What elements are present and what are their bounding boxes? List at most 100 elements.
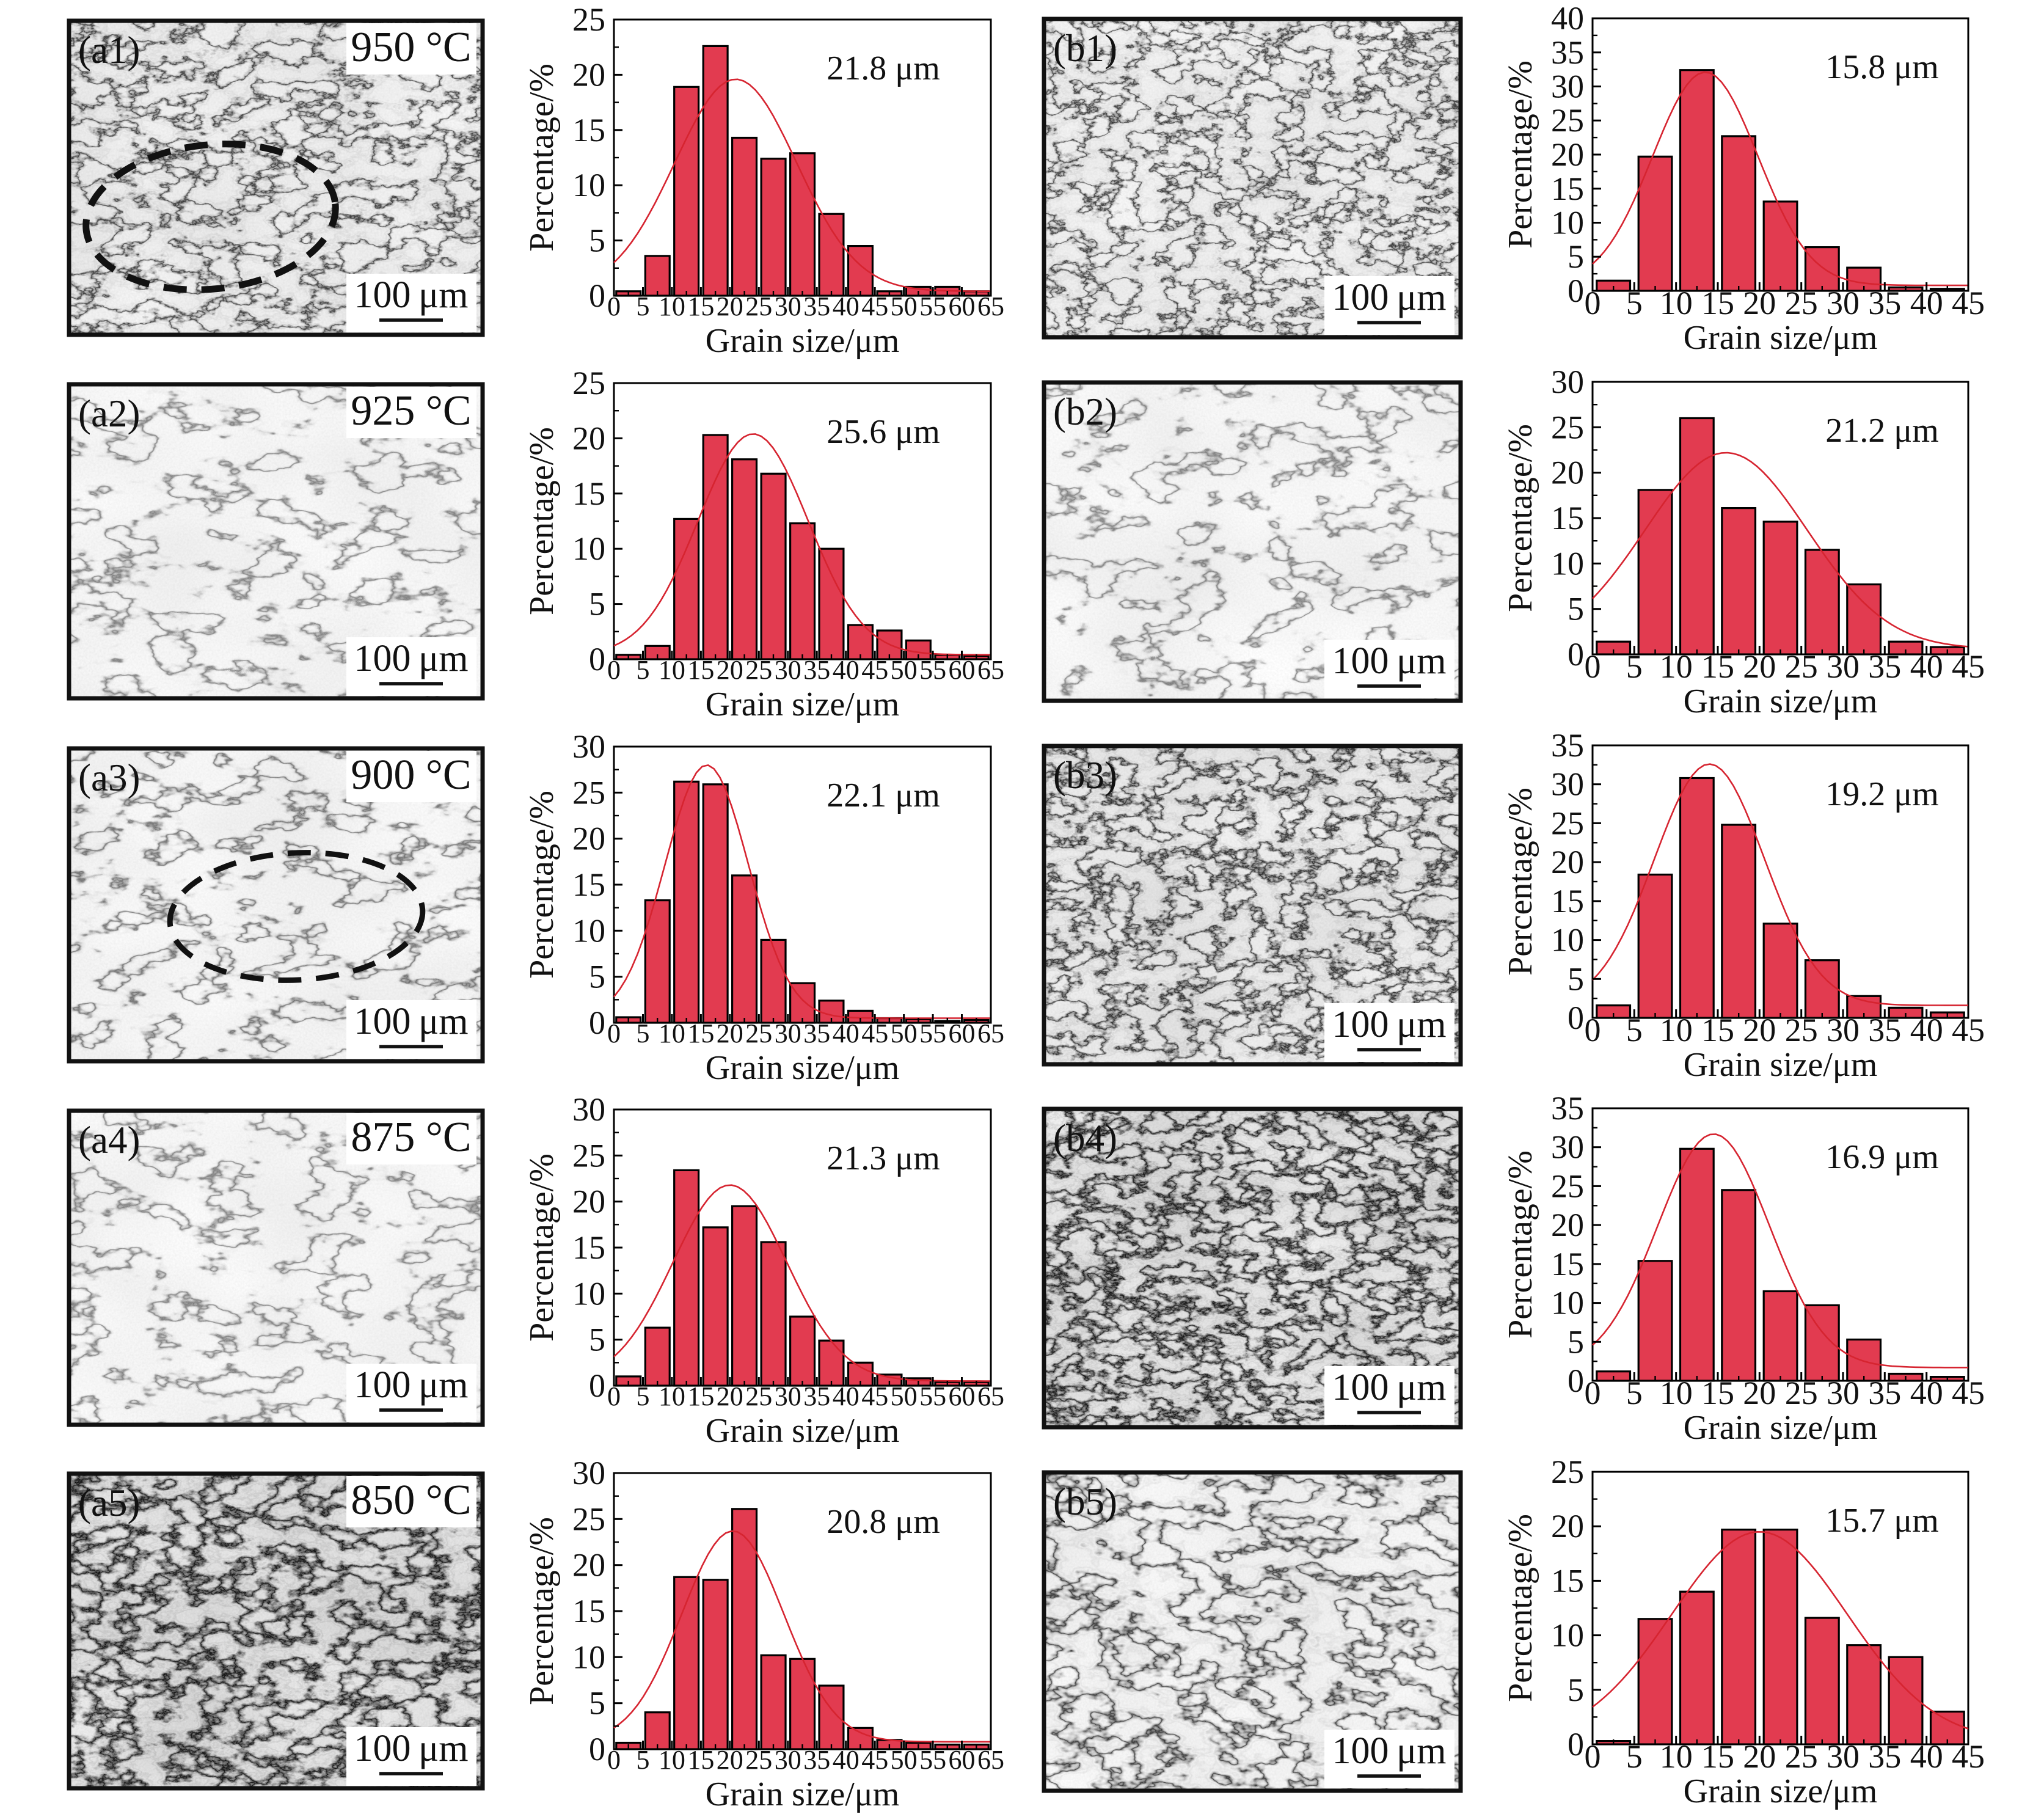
svg-text:10: 10 xyxy=(1660,285,1693,321)
svg-text:Grain size/μm: Grain size/μm xyxy=(706,1049,900,1087)
svg-text:40: 40 xyxy=(833,655,860,685)
svg-text:0: 0 xyxy=(1568,636,1584,673)
svg-text:15: 15 xyxy=(1701,648,1734,685)
svg-text:40: 40 xyxy=(833,1018,860,1048)
svg-text:40: 40 xyxy=(1910,1738,1943,1775)
svg-text:35: 35 xyxy=(803,1381,830,1411)
svg-text:50: 50 xyxy=(891,1381,918,1411)
svg-text:10: 10 xyxy=(1660,1738,1693,1775)
svg-text:10: 10 xyxy=(572,912,605,949)
svg-text:100 μm: 100 μm xyxy=(1332,1004,1447,1045)
svg-text:10: 10 xyxy=(572,167,605,203)
svg-text:55: 55 xyxy=(919,1745,946,1775)
svg-text:20: 20 xyxy=(1551,1207,1584,1243)
svg-text:15: 15 xyxy=(1701,1012,1734,1048)
svg-text:5: 5 xyxy=(1568,1672,1584,1708)
svg-text:25: 25 xyxy=(1785,285,1818,321)
svg-text:65: 65 xyxy=(977,655,1004,685)
svg-text:25.6 μm: 25.6 μm xyxy=(827,413,940,451)
svg-text:5: 5 xyxy=(1568,1323,1584,1360)
svg-text:60: 60 xyxy=(949,1381,976,1411)
svg-text:Grain size/μm: Grain size/μm xyxy=(1684,1046,1878,1084)
svg-text:10: 10 xyxy=(572,1639,605,1675)
svg-text:925 °C: 925 °C xyxy=(351,387,471,434)
svg-text:30: 30 xyxy=(572,1455,605,1491)
svg-text:22.1 μm: 22.1 μm xyxy=(827,777,940,814)
svg-text:40: 40 xyxy=(1551,0,1584,37)
svg-text:20: 20 xyxy=(717,655,743,685)
svg-text:Grain size/μm: Grain size/μm xyxy=(706,1775,900,1813)
svg-text:5: 5 xyxy=(1626,648,1643,685)
svg-text:Percentage/%: Percentage/% xyxy=(523,791,561,979)
svg-text:10: 10 xyxy=(572,1275,605,1312)
svg-text:35: 35 xyxy=(803,1018,830,1048)
svg-text:15: 15 xyxy=(687,1018,714,1048)
svg-text:30: 30 xyxy=(775,1745,801,1775)
svg-text:Percentage/%: Percentage/% xyxy=(523,1517,561,1705)
svg-text:45: 45 xyxy=(861,655,888,685)
svg-text:15: 15 xyxy=(687,1745,714,1775)
svg-text:30: 30 xyxy=(1827,285,1860,321)
svg-text:60: 60 xyxy=(949,655,976,685)
svg-text:55: 55 xyxy=(919,1381,946,1411)
svg-text:30: 30 xyxy=(775,291,801,321)
svg-text:10: 10 xyxy=(1551,545,1584,582)
svg-text:35: 35 xyxy=(1868,1738,1901,1775)
svg-text:Percentage/%: Percentage/% xyxy=(1502,60,1539,249)
svg-text:10: 10 xyxy=(659,291,685,321)
svg-text:(b2): (b2) xyxy=(1053,390,1117,433)
svg-text:35: 35 xyxy=(803,291,830,321)
svg-text:10: 10 xyxy=(1551,922,1584,959)
svg-text:25: 25 xyxy=(745,291,772,321)
svg-text:5: 5 xyxy=(637,1745,650,1775)
svg-text:45: 45 xyxy=(1952,285,1985,321)
svg-text:(b4): (b4) xyxy=(1053,1117,1117,1160)
svg-text:60: 60 xyxy=(949,1745,976,1775)
svg-text:30: 30 xyxy=(1551,766,1584,803)
svg-text:30: 30 xyxy=(775,1381,801,1411)
svg-text:25: 25 xyxy=(745,1745,772,1775)
svg-text:Grain size/μm: Grain size/μm xyxy=(706,685,900,723)
svg-text:35: 35 xyxy=(1868,285,1901,321)
svg-text:45: 45 xyxy=(1952,1738,1985,1775)
svg-text:65: 65 xyxy=(977,1381,1004,1411)
svg-text:45: 45 xyxy=(861,291,888,321)
svg-text:25: 25 xyxy=(572,1137,605,1174)
svg-text:Grain size/μm: Grain size/μm xyxy=(1684,1409,1878,1447)
svg-text:20: 20 xyxy=(717,291,743,321)
svg-text:100 μm: 100 μm xyxy=(354,274,469,316)
svg-text:25: 25 xyxy=(1551,1168,1584,1204)
svg-text:15: 15 xyxy=(572,475,605,512)
svg-text:30: 30 xyxy=(1551,1129,1584,1166)
svg-text:20: 20 xyxy=(572,56,605,93)
svg-text:35: 35 xyxy=(1868,1375,1901,1411)
svg-text:0: 0 xyxy=(589,277,605,314)
svg-text:5: 5 xyxy=(1626,1012,1643,1048)
svg-text:10: 10 xyxy=(659,1745,685,1775)
svg-text:25: 25 xyxy=(1785,1738,1818,1775)
svg-text:20: 20 xyxy=(1551,844,1584,880)
svg-text:100 μm: 100 μm xyxy=(1332,1730,1447,1772)
svg-text:100 μm: 100 μm xyxy=(1332,640,1447,682)
svg-text:21.2 μm: 21.2 μm xyxy=(1825,412,1939,450)
svg-text:45: 45 xyxy=(1952,648,1985,685)
svg-text:10: 10 xyxy=(1660,1012,1693,1048)
svg-text:20: 20 xyxy=(1551,1508,1584,1545)
svg-text:30: 30 xyxy=(1827,1012,1860,1048)
svg-text:65: 65 xyxy=(977,291,1004,321)
svg-text:Grain size/μm: Grain size/μm xyxy=(1684,682,1878,720)
svg-text:25: 25 xyxy=(745,655,772,685)
svg-text:15: 15 xyxy=(1551,1246,1584,1282)
svg-text:40: 40 xyxy=(833,291,860,321)
svg-text:40: 40 xyxy=(1910,648,1943,685)
svg-text:5: 5 xyxy=(589,586,605,623)
svg-text:20: 20 xyxy=(572,1183,605,1220)
svg-text:45: 45 xyxy=(1952,1375,1985,1411)
svg-text:45: 45 xyxy=(861,1381,888,1411)
svg-text:Percentage/%: Percentage/% xyxy=(1502,788,1539,976)
svg-text:25: 25 xyxy=(1551,102,1584,139)
svg-text:0: 0 xyxy=(607,1381,621,1411)
svg-text:15: 15 xyxy=(1551,1562,1584,1599)
svg-text:Percentage/%: Percentage/% xyxy=(1502,424,1539,612)
svg-text:0: 0 xyxy=(1568,1362,1584,1399)
